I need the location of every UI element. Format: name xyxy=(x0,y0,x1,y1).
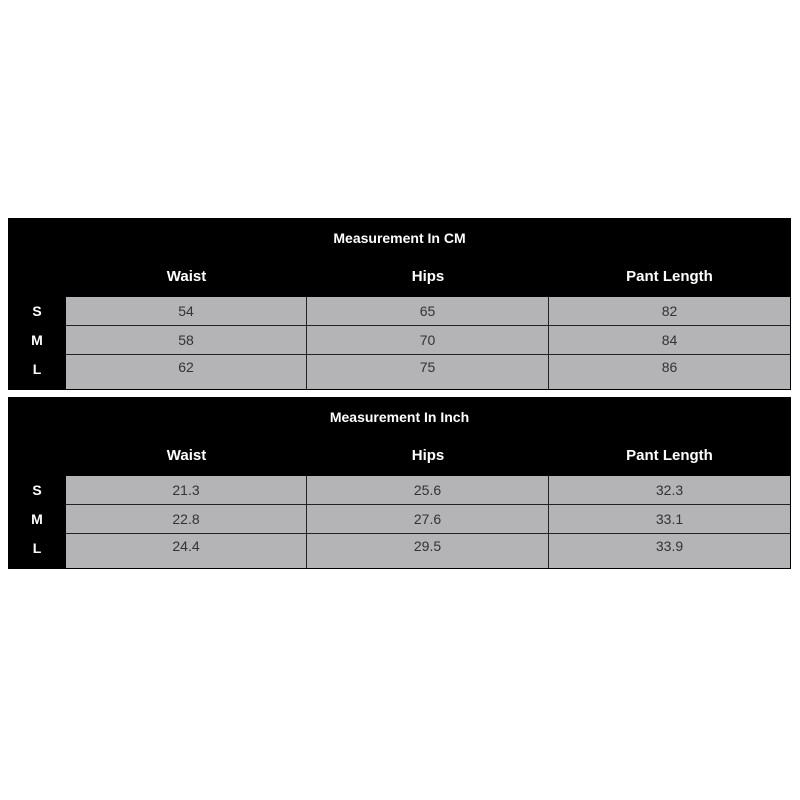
table-cell: 21.3 xyxy=(66,476,307,505)
size-label: L xyxy=(32,361,42,377)
table-cell: 24.4 xyxy=(66,534,307,568)
column-header: Pant Length xyxy=(626,447,713,464)
size-label: L xyxy=(32,540,42,556)
table-cell: 22.8 xyxy=(66,505,307,534)
table-cell: 33.1 xyxy=(549,505,790,534)
table-cell: 54 xyxy=(66,297,307,326)
size-table-0: Measurement In CM Waist Hips Pant Length S 54… xyxy=(8,218,791,390)
table-cell: 62 xyxy=(66,355,307,389)
size-label: M xyxy=(31,332,43,348)
table-cell: 25.6 xyxy=(307,476,549,505)
column-header: Hips xyxy=(411,268,445,285)
table-cell: 29.5 xyxy=(307,534,549,568)
table-cell: 58 xyxy=(66,326,307,355)
size-table-1: Measurement In Inch Waist Hips Pant Length S… xyxy=(8,397,791,569)
column-header: Pant Length xyxy=(626,268,713,285)
size-label: S xyxy=(32,482,42,498)
table-cell: 84 xyxy=(549,326,790,355)
column-header: Waist xyxy=(166,268,207,285)
table-cell: 70 xyxy=(307,326,549,355)
table-cell: 82 xyxy=(549,297,790,326)
table-cell: 75 xyxy=(307,355,549,389)
column-header: Hips xyxy=(411,447,445,464)
table-cell: 32.3 xyxy=(549,476,790,505)
table-cell: 27.6 xyxy=(307,505,549,534)
table-title: Measurement In Inch xyxy=(329,409,470,425)
table-title: Measurement In CM xyxy=(333,230,466,246)
table-cell: 65 xyxy=(307,297,549,326)
size-label: S xyxy=(32,303,42,319)
table-cell: 33.9 xyxy=(549,534,790,568)
column-header: Waist xyxy=(166,447,207,464)
size-label: M xyxy=(31,511,43,527)
table-cell: 86 xyxy=(549,355,790,389)
